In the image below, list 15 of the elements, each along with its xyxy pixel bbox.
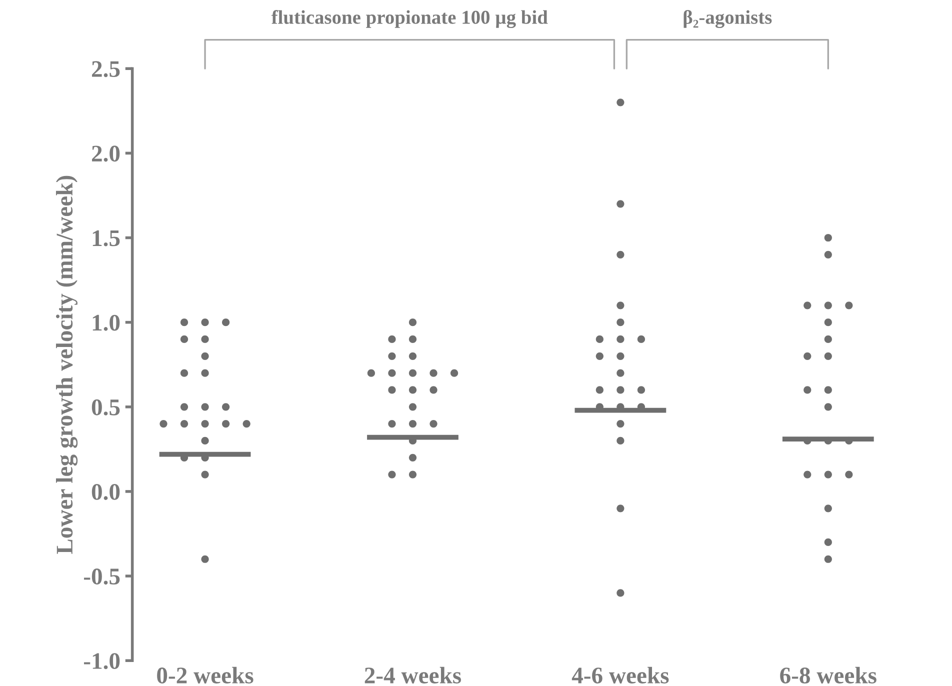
- y-axis-title: Lower leg growth velocity (mm/week): [56, 176, 78, 554]
- x-tick-label: 4-6 weeks: [572, 666, 669, 684]
- y-tick-label: 0.0: [92, 484, 120, 500]
- x-tick-label: 0-2 weeks: [157, 666, 254, 684]
- x-tick-label: 2-4 weeks: [364, 666, 462, 684]
- y-tick-label: 1.5: [92, 230, 120, 246]
- y-tick-label: -1.0: [84, 653, 120, 670]
- y-tick-label: 0.5: [92, 399, 120, 416]
- x-tick-label: 6-8 weeks: [780, 666, 876, 684]
- y-tick-label: 2.0: [92, 146, 120, 162]
- y-tick-label: -0.5: [84, 568, 120, 585]
- y-tick-label: 1.0: [92, 314, 120, 331]
- y-tick-label: 2.5: [92, 61, 120, 78]
- text: fluticasone propionate 100 µg bid: [271, 10, 548, 28]
- text: β₂-agonists: [684, 10, 772, 28]
